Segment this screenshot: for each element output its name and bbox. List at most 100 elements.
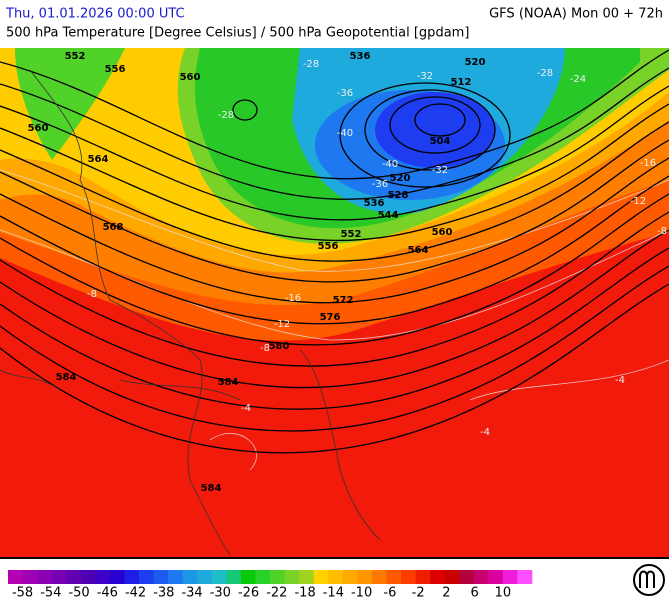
datetime: Thu, 01.01.2026 00:00 UTC bbox=[5, 7, 185, 22]
height-label: 528 bbox=[388, 190, 409, 201]
height-label: 556 bbox=[318, 241, 339, 252]
colorbar-swatch bbox=[313, 570, 329, 584]
colorbar-label: -42 bbox=[125, 586, 146, 600]
temperature-label: -4 bbox=[241, 403, 251, 414]
colorbar-label: -46 bbox=[97, 586, 118, 600]
colorbar-swatch bbox=[342, 570, 358, 584]
temperature-label: -40 bbox=[337, 128, 353, 139]
temperature-label: -8 bbox=[260, 343, 270, 354]
height-label: 504 bbox=[430, 136, 451, 147]
colorbar-swatch bbox=[444, 570, 460, 584]
colorbar-label: -58 bbox=[12, 586, 33, 600]
height-label: 520 bbox=[390, 173, 411, 184]
colorbar-label: -10 bbox=[351, 586, 372, 600]
height-label: 560 bbox=[28, 123, 49, 134]
height-contour bbox=[0, 49, 669, 180]
temperature-label: -24 bbox=[570, 74, 586, 85]
temperature-label: -16 bbox=[285, 293, 301, 304]
temperature-label: -28 bbox=[303, 59, 319, 70]
colorbar-label: 2 bbox=[442, 586, 450, 600]
height-label: 568 bbox=[103, 222, 124, 233]
colorbar-swatch bbox=[8, 570, 23, 584]
height-contour bbox=[0, 85, 669, 221]
colorbar-swatch bbox=[109, 570, 125, 584]
map bbox=[0, 48, 669, 558]
colorbar-swatch bbox=[357, 570, 373, 584]
height-contour bbox=[0, 247, 669, 410]
colorbar-label: -2 bbox=[412, 586, 425, 600]
height-label: 576 bbox=[320, 312, 341, 323]
colorbar-label: 10 bbox=[495, 586, 512, 600]
colorbar-swatch bbox=[168, 570, 183, 584]
colorbar-swatch bbox=[517, 570, 533, 584]
height-contour bbox=[0, 283, 669, 454]
colorbar-swatch bbox=[95, 570, 111, 584]
colorbar-label: 6 bbox=[470, 586, 478, 600]
colorbar-swatch bbox=[139, 570, 154, 584]
colorbar-swatch bbox=[197, 570, 213, 584]
height-contour bbox=[389, 96, 481, 154]
logo bbox=[633, 564, 665, 596]
height-label: 544 bbox=[378, 210, 399, 221]
height-contour bbox=[364, 89, 496, 171]
colorbar-label: -6 bbox=[383, 586, 396, 600]
colorbar-swatch bbox=[211, 570, 227, 584]
height-label: 512 bbox=[451, 77, 472, 88]
colorbar-label: -38 bbox=[153, 586, 174, 600]
colorbar-label: -22 bbox=[266, 586, 287, 600]
colorbar-swatch bbox=[226, 570, 242, 584]
temperature-label: -8 bbox=[87, 289, 97, 300]
height-contour bbox=[0, 139, 669, 283]
colorbar-swatch bbox=[415, 570, 431, 584]
colorbar-swatch bbox=[51, 570, 67, 584]
temperature-label: -32 bbox=[432, 165, 448, 176]
height-contour bbox=[232, 99, 258, 121]
height-contour bbox=[0, 229, 669, 389]
height-contour bbox=[0, 175, 669, 325]
colorbar-swatch bbox=[240, 570, 256, 584]
temperature-label: -4 bbox=[615, 375, 625, 386]
colorbar-swatch bbox=[488, 570, 504, 584]
colorbar-swatch bbox=[22, 570, 38, 584]
height-label: 520 bbox=[465, 57, 486, 68]
colorbar-swatch bbox=[299, 570, 314, 584]
height-label: 536 bbox=[364, 198, 385, 209]
colorbar-swatch bbox=[124, 570, 140, 584]
colorbar-label: -18 bbox=[294, 586, 315, 600]
colorbar-swatch bbox=[66, 570, 82, 584]
height-contour bbox=[0, 211, 669, 367]
height-label: 556 bbox=[105, 64, 126, 75]
height-contour bbox=[0, 103, 669, 242]
model-run: GFS (NOAA) Mon 00 + 72h bbox=[489, 7, 663, 22]
temperature-label: -16 bbox=[640, 158, 656, 169]
colorbar-swatch bbox=[328, 570, 344, 584]
temperature-label: -36 bbox=[372, 179, 388, 190]
height-label: 584 bbox=[218, 377, 239, 388]
colorbar-swatch bbox=[182, 570, 198, 584]
temperature-label: -28 bbox=[218, 110, 234, 121]
temperature-label: -4 bbox=[480, 427, 490, 438]
temperature-label: -36 bbox=[337, 88, 353, 99]
colorbar-swatch bbox=[473, 570, 489, 584]
colorbar-swatch bbox=[401, 570, 416, 584]
colorbar-swatch bbox=[430, 570, 445, 584]
colorbar-label: -54 bbox=[40, 586, 61, 600]
temperature-label: -8 bbox=[657, 226, 667, 237]
colorbar-label: -14 bbox=[323, 586, 344, 600]
colorbar-swatch bbox=[255, 570, 271, 584]
colorbar-label: -26 bbox=[238, 586, 259, 600]
colorbar-swatch bbox=[270, 570, 285, 584]
temperature-label: -32 bbox=[417, 71, 433, 82]
colorbar-label: -30 bbox=[210, 586, 231, 600]
height-label: 552 bbox=[341, 229, 362, 240]
height-label: 536 bbox=[350, 51, 371, 62]
height-contour bbox=[0, 157, 669, 304]
colorbar-swatch bbox=[37, 570, 52, 584]
subtitle: 500 hPa Temperature [Degree Celsius] / 5… bbox=[6, 26, 469, 41]
colorbar-swatch bbox=[284, 570, 300, 584]
height-contour bbox=[0, 265, 669, 432]
height-contour bbox=[414, 103, 466, 137]
height-label: 560 bbox=[180, 72, 201, 83]
colorbar-swatch bbox=[80, 570, 96, 584]
